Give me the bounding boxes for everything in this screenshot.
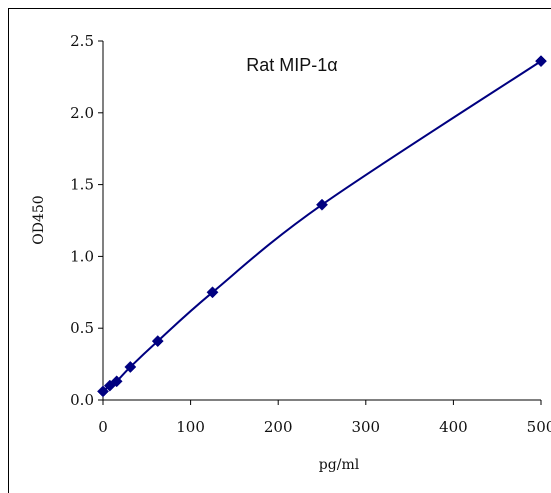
figure-border [8,8,551,493]
diamond-marker [110,375,123,388]
axes [102,41,541,401]
diamond-marker [124,361,137,373]
data-points [97,55,547,398]
y-tick-label: 0.0 [70,391,94,409]
chart-title: Rat MIP-1α [246,55,337,75]
x-tick-label: 400 [439,418,468,436]
y-tick-label: 2.0 [70,104,94,122]
diamond-marker [316,198,328,211]
y-tick-label: 0.5 [70,319,94,337]
diamond-marker [151,335,164,348]
x-axis-label: pg/ml [319,457,360,473]
x-tick-label: 300 [351,418,380,436]
y-axis-label: OD450 [31,195,47,244]
x-tick-label: 500 [527,418,551,436]
series-curve [102,60,542,393]
y-tick-label: 2.5 [70,32,94,50]
x-tick-label: 0 [98,418,108,436]
diamond-marker [206,286,219,299]
ticks: 0 100 200 300 400 500 0.0 0.5 1.0 1.5 2.0 2.5 [70,32,551,436]
x-tick-label: 200 [264,418,293,436]
y-tick-label: 1.5 [70,176,94,194]
y-tick-label: 1.0 [70,247,94,265]
diamond-marker [535,55,547,68]
diamond-marker [97,385,109,398]
x-tick-label: 100 [176,418,205,436]
